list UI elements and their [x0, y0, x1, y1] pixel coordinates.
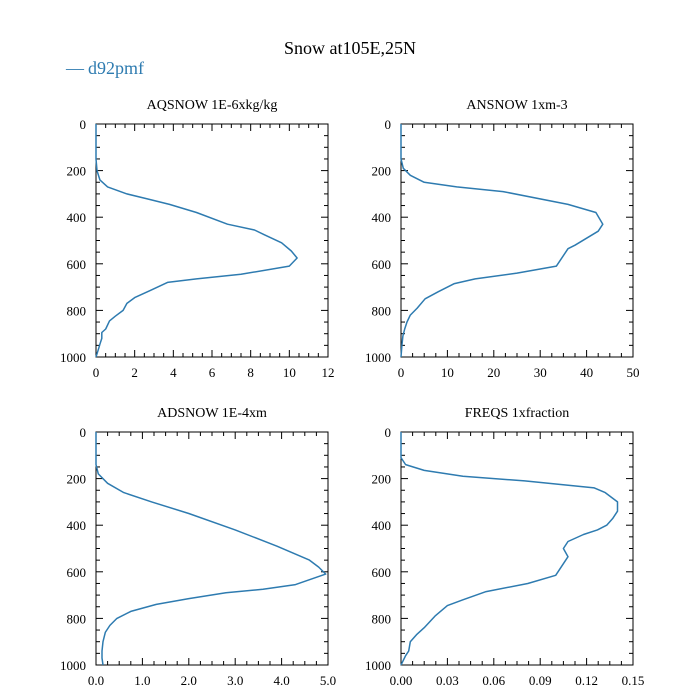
x-tick-label: 20: [487, 365, 500, 380]
y-tick-label: 200: [372, 472, 392, 487]
x-tick-label: 12: [322, 365, 335, 380]
plot-frame: [400, 431, 634, 666]
y-tick-label: 200: [67, 472, 87, 487]
x-tick-label: 40: [580, 365, 593, 380]
series-line-d92pmf: [400, 432, 619, 666]
y-tick-label: 0: [80, 117, 87, 132]
series-line-d92pmf: [95, 432, 327, 666]
series-line-d92pmf: [95, 124, 298, 358]
x-tick-label: 3.0: [227, 673, 243, 688]
x-tick-label: 0.03: [436, 673, 459, 688]
x-tick-label: 5.0: [320, 673, 336, 688]
y-tick-label: 0: [80, 425, 87, 440]
plot-frame: [95, 431, 329, 666]
y-tick-label: 800: [67, 611, 87, 626]
x-tick-label: 0.0: [88, 673, 104, 688]
y-tick-label: 800: [67, 303, 87, 318]
y-tick-label: 600: [67, 565, 87, 580]
y-tick-label: 200: [372, 164, 392, 179]
y-tick-label: 800: [372, 303, 392, 318]
legend: — d92pmf: [65, 58, 144, 78]
x-tick-label: 0: [398, 365, 405, 380]
x-tick-label: 10: [441, 365, 454, 380]
x-tick-label: 4: [170, 365, 177, 380]
x-tick-label: 0.15: [622, 673, 645, 688]
plot-frame: [95, 123, 329, 358]
x-tick-label: 50: [627, 365, 640, 380]
y-tick-label: 1000: [60, 350, 86, 365]
panel-title: FREQS 1xfraction: [465, 406, 570, 421]
x-tick-label: 1.0: [134, 673, 150, 688]
figure-title: Snow at105E,25N: [284, 38, 416, 58]
y-tick-label: 1000: [365, 658, 391, 673]
x-tick-label: 0.12: [575, 673, 598, 688]
legend-label: d92pmf: [88, 58, 144, 78]
chart-panel-3: ADSNOW 1E-4xm 0.0 1.0 2.0 3.0 4.0 5.0 0 200 400 60…: [60, 406, 336, 688]
y-tick-label: 400: [372, 518, 392, 533]
x-tick-label: 8: [247, 365, 254, 380]
y-tick-label: 1000: [365, 350, 391, 365]
x-tick-label: 10: [283, 365, 296, 380]
panels: AQSNOW 1E-6xkg/kg0 2 4 6 8 10 1202004006008001…: [60, 98, 644, 688]
x-tick-label: 0.00: [390, 673, 413, 688]
y-tick-label: 400: [372, 210, 392, 225]
panel-title: ADSNOW 1E-4xm: [157, 406, 267, 421]
plot-frame: [400, 123, 634, 358]
y-tick-label: 1000: [60, 658, 86, 673]
y-tick-label: 0: [385, 117, 392, 132]
chart-panel-1: AQSNOW 1E-6xkg/kg 0 2 4 6 8 10 12 0 200 400 600 800 1…: [60, 98, 335, 380]
x-tick-label: 0.09: [529, 673, 552, 688]
chart-panel-2: ANSNOW 1xm-3 0 10 20 30 40 50 0 200 400 600 800 1000: [365, 98, 640, 380]
y-tick-label: 600: [372, 257, 392, 272]
series-line-d92pmf: [400, 124, 604, 358]
chart-panel-4: FREQS 1xfraction 0.00 0.03 0.06 0.09 0.12 0.15…: [365, 406, 644, 688]
y-tick-label: 200: [67, 164, 87, 179]
y-tick-label: 0: [385, 425, 392, 440]
x-tick-label: 30: [534, 365, 547, 380]
x-tick-label: 0: [93, 365, 100, 380]
panel-title: AQSNOW 1E-6xkg/kg: [147, 98, 278, 113]
y-tick-label: 400: [67, 518, 87, 533]
y-tick-label: 600: [67, 257, 87, 272]
y-tick-label: 400: [67, 210, 87, 225]
x-tick-label: 2.0: [181, 673, 197, 688]
x-tick-label: 2: [131, 365, 138, 380]
y-tick-label: 600: [372, 565, 392, 580]
panel-title: ANSNOW 1xm-3: [466, 98, 567, 113]
x-tick-label: 0.06: [482, 673, 505, 688]
x-tick-label: 6: [209, 365, 216, 380]
legend-line-symbol: —: [65, 58, 85, 78]
x-tick-label: 4.0: [273, 673, 289, 688]
y-tick-label: 800: [372, 611, 392, 626]
